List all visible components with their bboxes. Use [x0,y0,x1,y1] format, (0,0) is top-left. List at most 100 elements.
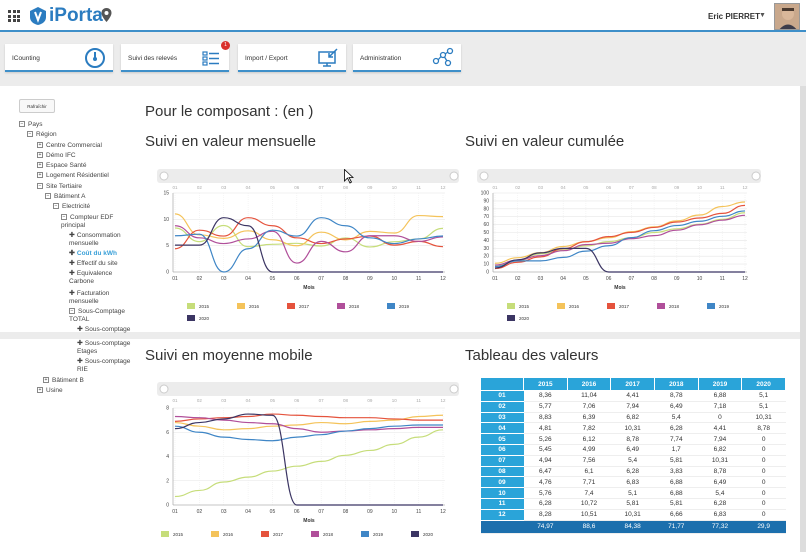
tree-node[interactable]: − Electricité [53,203,90,210]
legend-label[interactable]: 2018 [349,304,360,309]
user-name[interactable]: Eric PIERRET [708,12,761,21]
tree-node[interactable]: TOTAL [69,316,89,323]
legend-label[interactable]: 2018 [323,532,334,537]
tree-node[interactable]: mensuelle [69,298,99,305]
tree-node[interactable]: + Espace Santé [37,162,86,169]
page-scrollbar[interactable] [800,86,806,552]
legend-label[interactable]: 2016 [249,304,260,309]
legend-label[interactable]: 2015 [173,532,184,537]
legend-swatch[interactable] [607,303,615,309]
tree-node[interactable]: + Centre Commercial [37,142,102,149]
tree-expand-icon[interactable]: + [43,377,49,384]
legend-swatch[interactable] [361,531,369,537]
tree-node[interactable]: − Sous-Comptage [69,308,125,315]
avatar[interactable] [774,3,800,30]
refresh-button[interactable]: Rafraîchir [19,99,55,113]
tree-expand-icon[interactable]: + [37,162,43,169]
legend-label[interactable]: 2020 [199,316,210,321]
legend-label[interactable]: 2020 [519,316,530,321]
nav-card-import-export[interactable]: Import / Export [238,44,346,72]
tree-add-icon[interactable]: ✚ [69,290,75,297]
legend-label[interactable]: 2015 [519,304,530,309]
navigator-handle-left-icon[interactable] [479,171,489,181]
legend-swatch[interactable] [657,303,665,309]
legend-label[interactable]: 2018 [669,304,680,309]
legend-swatch[interactable] [411,531,419,537]
navigator-handle-right-icon[interactable] [449,384,459,394]
tree-node[interactable]: ✚ Sous-comptage [77,326,130,333]
nav-card-administration[interactable]: Administration [353,44,461,72]
tree-node[interactable]: principal [61,222,85,229]
navigator-handle-left-icon[interactable] [159,171,169,181]
tree-collapse-icon[interactable]: − [27,131,33,138]
tree-node[interactable]: mensuelle [69,240,99,247]
legend-swatch[interactable] [387,303,395,309]
legend-label[interactable]: 2019 [373,532,384,537]
tree-node[interactable]: − Site Tertiaire [37,183,82,190]
tree-add-icon[interactable]: ✚ [69,270,75,277]
legend-swatch[interactable] [187,315,195,321]
tree-collapse-icon[interactable]: − [19,121,25,128]
tree-node[interactable]: − Compteur EDF [61,214,113,221]
tree-node[interactable]: ✚ Consommation [69,232,121,239]
navigator-handle-right-icon[interactable] [751,171,761,181]
nav-card-suivi-releves[interactable]: Suivi des relevés 1 [121,41,230,72]
tree-node[interactable]: ✚ Equivalence [69,270,112,277]
legend-label[interactable]: 2019 [719,304,730,309]
tree-expand-icon[interactable]: + [37,152,43,159]
tree-node[interactable]: − Pays [19,121,42,128]
tree-expand-icon[interactable]: + [37,387,43,394]
tree-add-icon[interactable]: ✚ [77,358,83,365]
legend-swatch[interactable] [287,303,295,309]
tree-node[interactable]: Carbone [69,278,94,285]
tree-node[interactable]: ✚ Effectif du site [69,260,118,267]
app-logo[interactable]: iPorta [29,5,103,27]
navigator-handle-left-icon[interactable] [159,384,169,394]
tree-add-icon[interactable]: ✚ [77,340,83,347]
tree-collapse-icon[interactable]: − [37,183,43,190]
legend-label[interactable]: 2019 [399,304,410,309]
tree-collapse-icon[interactable]: − [45,193,51,200]
legend-swatch[interactable] [707,303,715,309]
tree-node[interactable]: − Bâtiment A [45,193,85,200]
legend-swatch[interactable] [261,531,269,537]
navigator-handle-right-icon[interactable] [449,171,459,181]
tree-node[interactable]: + Démo IFC [37,152,76,159]
tree-node[interactable]: ✚ Sous-comptage [77,340,130,347]
tree-node[interactable]: ✚ Sous-comptage [77,358,130,365]
legend-label[interactable]: 2020 [423,532,434,537]
tree-collapse-icon[interactable]: − [61,214,67,221]
tree-node[interactable]: + Logement Résidentiel [37,172,109,179]
tree-node[interactable]: + Usine [37,387,63,394]
tree-node[interactable]: Etages [77,348,97,355]
tree-node[interactable]: RIE [77,366,88,373]
legend-swatch[interactable] [211,531,219,537]
legend-swatch[interactable] [557,303,565,309]
tree-node[interactable]: ✚ Facturation [69,290,109,297]
user-menu-caret-icon[interactable]: ▼ [759,12,766,19]
tree-expand-icon[interactable]: + [37,142,43,149]
tree-node[interactable]: + Bâtiment B [43,377,84,384]
nav-card-icounting[interactable]: ICounting [5,44,113,72]
legend-swatch[interactable] [237,303,245,309]
legend-swatch[interactable] [311,531,319,537]
legend-label[interactable]: 2017 [619,304,630,309]
tree-expand-icon[interactable]: + [37,172,43,179]
tree-add-icon[interactable]: ✚ [69,260,75,267]
tree-add-icon[interactable]: ✚ [69,232,75,239]
tree-collapse-icon[interactable]: − [69,308,75,315]
legend-swatch[interactable] [507,315,515,321]
apps-grid-icon[interactable] [8,10,20,22]
tree-add-icon[interactable]: ✚ [77,326,83,333]
tree-node[interactable]: ✚ Coût du kWh [69,250,117,257]
tree-add-icon[interactable]: ✚ [69,250,75,257]
legend-swatch[interactable] [161,531,169,537]
legend-label[interactable]: 2015 [199,304,210,309]
tree-node[interactable]: − Région [27,131,57,138]
tree-collapse-icon[interactable]: − [53,203,59,210]
legend-swatch[interactable] [337,303,345,309]
legend-swatch[interactable] [507,303,515,309]
legend-swatch[interactable] [187,303,195,309]
legend-label[interactable]: 2017 [273,532,284,537]
location-pin-icon[interactable] [101,8,112,22]
